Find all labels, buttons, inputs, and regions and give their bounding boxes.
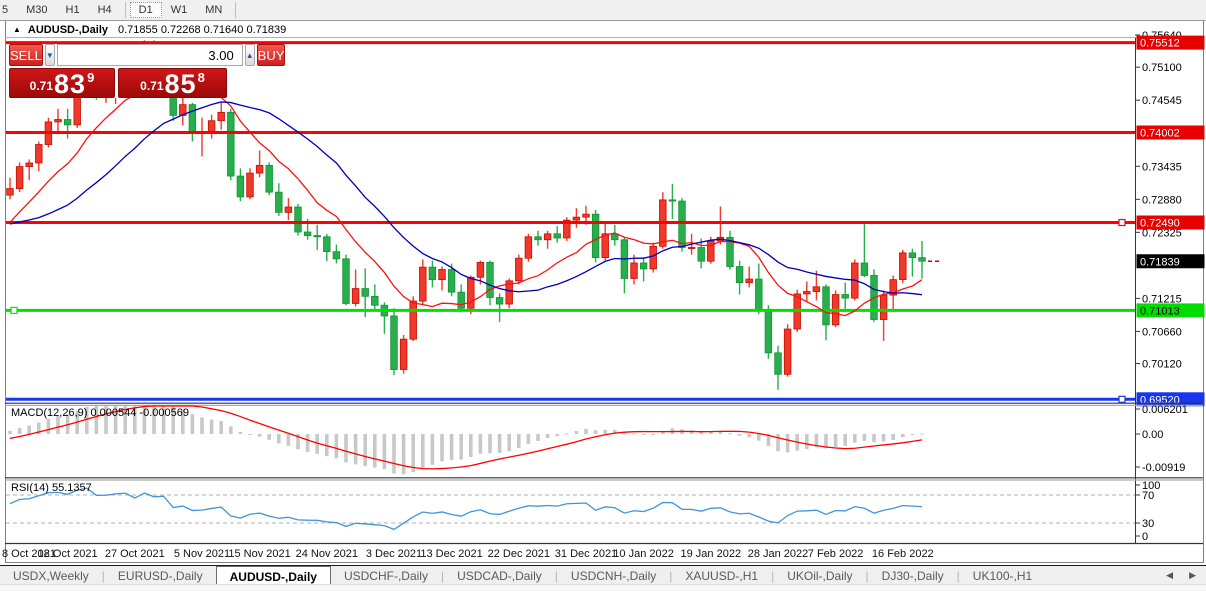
status-strip	[0, 584, 1206, 591]
timeframe-5[interactable]: 5	[2, 4, 9, 16]
tab-separator: |	[440, 568, 445, 583]
svg-text:0.75512: 0.75512	[1140, 38, 1180, 50]
buy-price-big: 85	[164, 69, 197, 99]
buy-button[interactable]: BUY	[256, 44, 286, 66]
volume-increase-button[interactable]: ▲	[244, 44, 255, 66]
timeframe-toolbar: 5 M30 H1 H4 D1 W1 MN	[0, 0, 1206, 21]
tab-separator: |	[669, 568, 673, 583]
svg-text:0.00: 0.00	[1142, 429, 1163, 441]
rsi-indicator-label: RSI(14) 55.1357	[11, 482, 92, 494]
tab-separator: |	[865, 568, 869, 583]
svg-text:0.71013: 0.71013	[1140, 305, 1180, 317]
svg-text:0.74545: 0.74545	[1142, 95, 1182, 107]
svg-text:0.72880: 0.72880	[1142, 194, 1182, 206]
svg-text:19 Jan 2022: 19 Jan 2022	[681, 548, 742, 560]
timeframe-h4[interactable]: H4	[97, 4, 112, 16]
sell-price-big: 83	[54, 69, 87, 99]
svg-text:3 Dec 2021: 3 Dec 2021	[366, 548, 422, 560]
svg-text:30: 30	[1142, 518, 1154, 530]
svg-text:8 Oct 2021: 8 Oct 2021	[2, 548, 56, 560]
svg-text:0.71839: 0.71839	[1140, 256, 1180, 268]
timeframe-d1[interactable]: D1	[129, 2, 162, 18]
volume-decrease-button[interactable]: ▼	[44, 44, 55, 66]
svg-text:0.72490: 0.72490	[1140, 218, 1180, 230]
svg-text:16 Feb 2022: 16 Feb 2022	[872, 548, 934, 560]
toolbar-separator	[124, 2, 126, 18]
svg-text:24 Nov 2021: 24 Nov 2021	[296, 548, 358, 560]
svg-text:0.73435: 0.73435	[1142, 161, 1182, 173]
svg-text:0.006201: 0.006201	[1142, 404, 1188, 416]
timeframe-m30[interactable]: M30	[26, 4, 48, 16]
svg-text:7 Feb 2022: 7 Feb 2022	[808, 548, 864, 560]
svg-text:10 Jan 2022: 10 Jan 2022	[613, 548, 674, 560]
toolbar-separator	[235, 2, 237, 18]
svg-text:0.70120: 0.70120	[1142, 359, 1182, 371]
svg-text:18 Oct 2021: 18 Oct 2021	[38, 548, 98, 560]
tab-uk100-h1[interactable]: UK100-,H1	[972, 569, 1033, 583]
svg-text:100: 100	[1142, 480, 1160, 492]
macd-indicator-label: MACD(12,26,9) 0.000544 -0.000569	[11, 407, 189, 419]
timeframe-h1[interactable]: H1	[65, 4, 80, 16]
svg-text:-0.00919: -0.00919	[1142, 462, 1185, 474]
svg-text:70: 70	[1142, 490, 1154, 502]
chart-ohlc-values: 0.71855 0.72268 0.71640 0.71839	[118, 23, 287, 36]
chart-title-row: ▲ AUDUSD-,Daily 0.71855 0.72268 0.71640 …	[7, 22, 1127, 37]
timeframe-w1[interactable]: W1	[170, 4, 188, 16]
svg-text:0: 0	[1142, 531, 1148, 543]
buy-price-pip: 8	[197, 70, 205, 85]
svg-text:15 Nov 2021: 15 Nov 2021	[228, 548, 290, 560]
svg-text:0.75100: 0.75100	[1142, 62, 1182, 74]
sell-price-prefix: 0.71	[29, 79, 54, 93]
tab-scroll-right-icon[interactable]: ▶	[1189, 570, 1196, 580]
chart-tab-bar: USDX,Weekly | EURUSD-,Daily AUDUSD-,Daily US…	[0, 565, 1206, 585]
volume-input[interactable]	[56, 44, 243, 66]
svg-text:5 Nov 2021: 5 Nov 2021	[174, 548, 230, 560]
tab-separator: |	[771, 568, 775, 583]
buy-price-display[interactable]: 0.71 85 8	[118, 68, 227, 98]
tab-separator: |	[101, 568, 105, 583]
svg-text:28 Jan 2022: 28 Jan 2022	[748, 548, 809, 560]
collapse-chart-icon[interactable]: ▲	[13, 25, 21, 34]
tab-usdcad-daily[interactable]: USDCAD-,Daily	[457, 569, 542, 583]
tab-xauusd-h1[interactable]: XAUUSD-,H1	[685, 569, 759, 583]
one-click-trade-panel: SELL ▼ ▲ BUY 0.71 83 9 0.71 85 8	[9, 44, 286, 98]
tab-usdchf-daily[interactable]: USDCHF-,Daily	[343, 569, 428, 583]
svg-text:0.70660: 0.70660	[1142, 326, 1182, 338]
sell-price-pip: 9	[87, 70, 95, 85]
tab-scroll-left-icon[interactable]: ◀	[1166, 570, 1174, 580]
svg-text:0.74002: 0.74002	[1140, 128, 1180, 140]
tab-usdx-weekly[interactable]: USDX,Weekly	[13, 569, 89, 583]
tab-ukoil-daily[interactable]: UKOil-,Daily	[787, 569, 853, 583]
svg-text:0.71215: 0.71215	[1142, 293, 1182, 305]
svg-text:31 Dec 2021: 31 Dec 2021	[555, 548, 617, 560]
svg-text:27 Oct 2021: 27 Oct 2021	[105, 548, 165, 560]
sell-button[interactable]: SELL	[9, 44, 43, 66]
svg-text:0.72325: 0.72325	[1142, 227, 1182, 239]
buy-price-prefix: 0.71	[140, 79, 164, 93]
tab-separator: |	[956, 568, 960, 583]
tab-separator: |	[554, 568, 558, 583]
svg-text:13 Dec 2021: 13 Dec 2021	[420, 548, 482, 560]
tab-eurusd-daily[interactable]: EURUSD-,Daily	[117, 569, 203, 583]
tab-audusd-daily[interactable]: AUDUSD-,Daily	[215, 566, 331, 585]
timeframe-mn[interactable]: MN	[205, 4, 223, 16]
svg-text:22 Dec 2021: 22 Dec 2021	[488, 548, 550, 560]
sell-price-display[interactable]: 0.71 83 9	[9, 68, 115, 98]
tab-usdcnh-daily[interactable]: USDCNH-,Daily	[570, 569, 657, 583]
chart-symbol-title: AUDUSD-,Daily	[27, 23, 108, 36]
tab-dj30-daily[interactable]: DJ30-,Daily	[881, 569, 944, 583]
